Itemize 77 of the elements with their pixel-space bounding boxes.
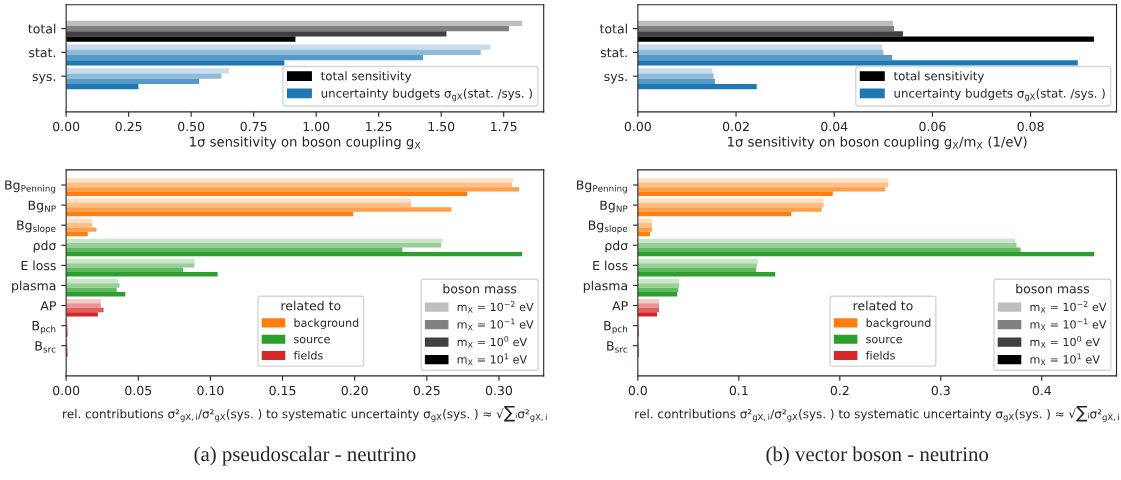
y-tick-label: plasma — [12, 280, 56, 293]
text: m$_{X}$ = 10$^{1}$ eV — [1030, 353, 1100, 366]
y-tick-label: AP — [612, 301, 628, 311]
x-tick-label: 0.25 — [413, 385, 440, 396]
x-tick-label: 0.00 — [53, 385, 80, 396]
y-tick-label: Bg$_{NP}$ — [600, 200, 628, 213]
text: m$_{X}$ = 10$^{−1}$ eV — [457, 318, 534, 331]
annotation: related to — [853, 300, 913, 311]
y-tick-label: E loss — [21, 260, 56, 271]
y-tick-label: B$_{src}$ — [607, 341, 628, 353]
x-tick-label: 0.50 — [178, 121, 205, 132]
y-tick-label: stat. — [600, 48, 627, 58]
y-tick-label: sys. — [604, 73, 627, 84]
text: m$_{X}$ = 10$^{1}$ eV — [457, 353, 527, 366]
x-tick-label: 0.25 — [115, 121, 142, 132]
x-tick-label: 0.08 — [1017, 121, 1044, 132]
x-axis-title: rel. contributions σ²$_{gX,i}$/σ²$_{gX}$(sys. ) to systematic uncertainty σ$_{gX}$(sys. ) ≈ √∑ᵢσ²$_{gX,i}$ — [63, 405, 547, 422]
y-tick-label: ρdσ — [605, 240, 628, 253]
y-tick-label: Bg$_{NP}$ — [28, 200, 56, 213]
y-tick-label: B$_{src}$ — [35, 341, 56, 353]
y-tick-label: B$_{pch}$ — [604, 321, 627, 335]
y-tick-label: total — [28, 23, 56, 34]
x-tick-label: 0.00 — [53, 121, 80, 132]
text: m$_{X}$ = 10$^{0}$ eV — [1030, 335, 1100, 348]
y-tick-label: ρdσ — [33, 240, 57, 253]
annotation: fields — [865, 350, 895, 360]
x-tick-label: 0.4 — [1032, 385, 1052, 396]
y-tick-label: Bg$_{Penning}$ — [5, 180, 56, 194]
x-axis-title: rel. contributions σ²$_{gX,i}$/σ²$_{gX}$(sys. ) to systematic uncertainty σ$_{gX}$(sys. ) ≈ √∑ᵢσ²$_{gX,i}$ — [635, 405, 1119, 422]
text: m$_{X}$ = 10$^{0}$ eV — [457, 335, 527, 348]
text: m$_{X}$ = 10$^{−2}$ eV — [457, 300, 534, 313]
annotation: background — [294, 318, 359, 330]
x-tick-label: 1.50 — [428, 121, 455, 132]
y-tick-label: plasma — [583, 280, 627, 293]
y-tick-label: Bg$_{slope}$ — [17, 220, 56, 234]
x-axis-title: 1σ sensitivity on boson coupling g$_{X}$ — [190, 136, 421, 150]
y-tick-label: Bg$_{slope}$ — [588, 220, 628, 234]
annotation: related to — [281, 300, 341, 311]
text: (a) pseudoscalar - neutrino — [194, 446, 416, 466]
legend-title: boson mass — [443, 283, 517, 294]
annotation: fields — [293, 350, 323, 360]
x-tick-label: 0.2 — [830, 385, 849, 396]
x-tick-label: 0.05 — [125, 385, 152, 396]
y-tick-label: AP — [40, 301, 56, 311]
x-tick-label: 0.04 — [821, 121, 848, 132]
y-tick-label: B$_{pch}$ — [32, 321, 56, 335]
x-tick-label: 0.20 — [341, 385, 368, 396]
x-axis-title: 1σ sensitivity on boson coupling g$_{X}$/m$_{X}$ (1/eV) — [728, 136, 1027, 150]
annotation: total sensitivity — [893, 71, 985, 83]
text: m$_{X}$ = 10$^{−2}$ eV — [1030, 300, 1107, 313]
x-tick-label: 0.75 — [240, 121, 267, 132]
x-tick-label: 0.06 — [919, 121, 946, 132]
annotation: source — [866, 336, 902, 344]
x-tick-label: 1.00 — [303, 121, 330, 132]
y-tick-label: stat. — [29, 48, 56, 58]
x-tick-label: 0.3 — [931, 385, 950, 396]
x-tick-label: 0.1 — [729, 385, 748, 396]
text: (b) vector boson - neutrino — [766, 446, 989, 466]
legend-title: boson mass — [1016, 283, 1090, 294]
x-tick-label: 0.00 — [624, 121, 651, 132]
annotation: uncertainty budgets σ$_{gX}$(stat. /sys. ) — [894, 88, 1105, 102]
y-tick-label: sys. — [32, 73, 56, 84]
x-tick-label: 0.10 — [197, 385, 224, 396]
y-tick-label: E loss — [593, 260, 628, 271]
text: m$_{X}$ = 10$^{−1}$ eV — [1030, 318, 1107, 331]
annotation: source — [294, 336, 330, 344]
x-tick-label: 0.15 — [269, 385, 296, 396]
y-tick-label: total — [599, 23, 627, 34]
x-tick-label: 0.30 — [485, 385, 513, 396]
y-tick-label: Bg$_{Penning}$ — [576, 180, 627, 194]
x-tick-label: 0.0 — [628, 385, 647, 396]
x-tick-label: 1.25 — [366, 121, 392, 132]
x-tick-label: 0.02 — [722, 121, 749, 132]
annotation: background — [866, 318, 931, 330]
annotation: uncertainty budgets σ$_{gX}$(stat. /sys. ) — [321, 88, 532, 102]
annotation: total sensitivity — [321, 71, 412, 83]
x-tick-label: 1.75 — [491, 121, 517, 132]
